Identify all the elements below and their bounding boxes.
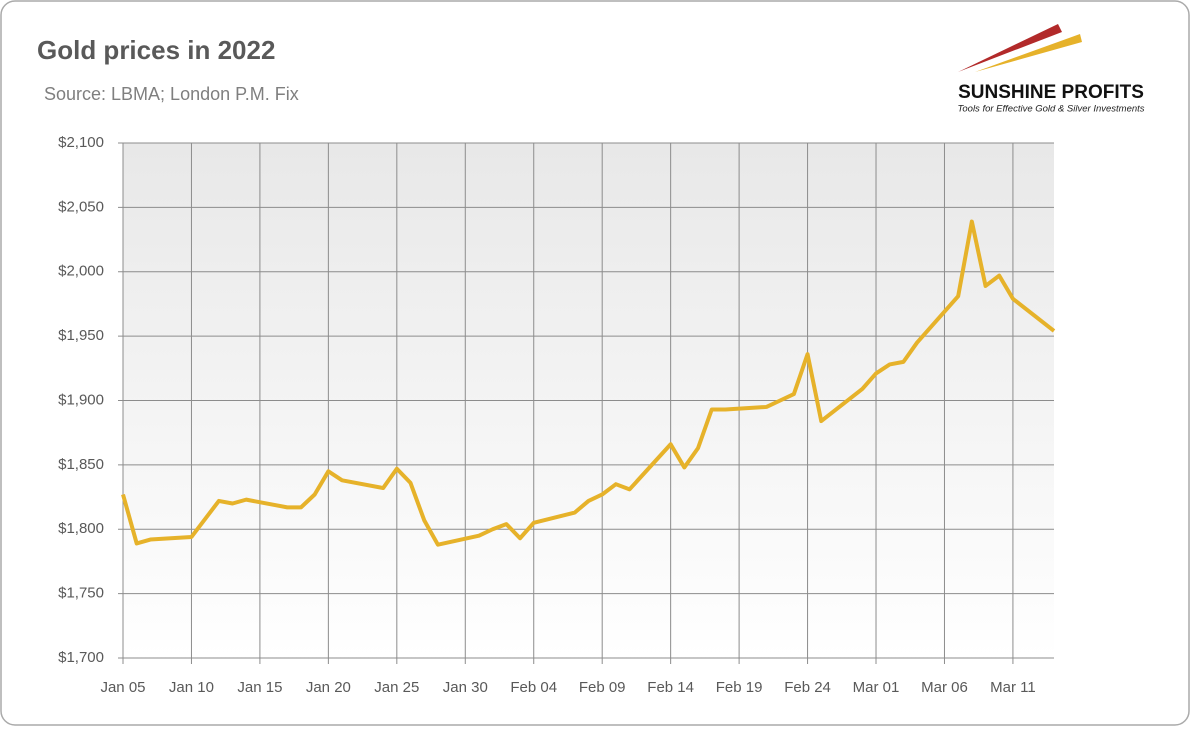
- y-tick-label: $1,750: [58, 585, 104, 602]
- y-tick-label: $2,050: [58, 198, 104, 215]
- y-tick-label: $2,000: [58, 263, 104, 280]
- x-tick-label: Feb 04: [510, 679, 557, 696]
- x-tick-label: Jan 15: [237, 679, 282, 696]
- logo: SUNSHINE PROFITS Tools for Effective Gol…: [957, 24, 1145, 115]
- x-tick-label: Feb 14: [647, 679, 694, 696]
- x-tick-label: Mar 06: [921, 679, 968, 696]
- logo-arrow: [958, 24, 1062, 72]
- y-tick-label: $1,800: [58, 520, 104, 537]
- price-line: [121, 219, 1056, 547]
- y-tick-label: $1,950: [58, 327, 104, 344]
- x-tick-label: Mar 11: [990, 679, 1036, 696]
- y-tick-label: $1,900: [58, 391, 104, 408]
- y-tick-label: $1,700: [58, 649, 104, 666]
- y-tick-label: $1,850: [58, 456, 104, 473]
- y-tick-label: $2,100: [58, 134, 104, 151]
- x-tick-label: Jan 30: [443, 679, 488, 696]
- x-tick-label: Mar 01: [853, 679, 900, 696]
- chart-title: Gold prices in 2022: [37, 35, 275, 65]
- x-tick-label: Feb 24: [784, 679, 831, 696]
- x-tick-label: Jan 25: [374, 679, 419, 696]
- chart-subtitle: Source: LBMA; London P.M. Fix: [44, 84, 299, 104]
- x-tick-label: Jan 05: [100, 679, 145, 696]
- x-tick-label: Jan 10: [169, 679, 214, 696]
- logo-tagline: Tools for Effective Gold & Silver Invest…: [957, 104, 1144, 115]
- logo-name: SUNSHINE PROFITS: [958, 82, 1144, 103]
- x-tick-label: Jan 20: [306, 679, 351, 696]
- x-tick-label: Feb 19: [716, 679, 763, 696]
- x-tick-label: Feb 09: [579, 679, 626, 696]
- logo-arrow: [975, 34, 1082, 72]
